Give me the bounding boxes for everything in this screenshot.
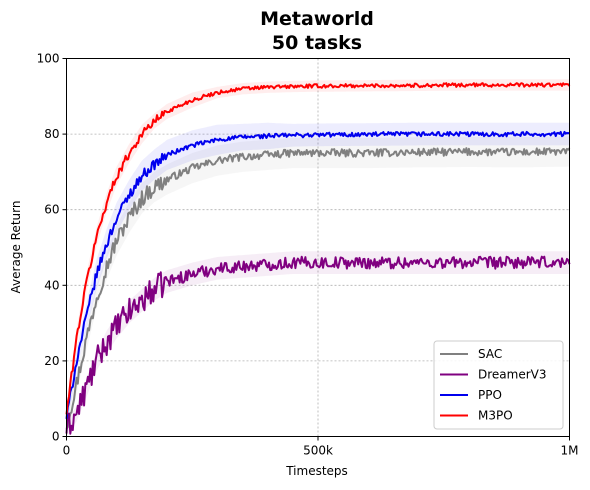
series-line-dreamerv3 [65, 255, 571, 435]
series-line-m3po [65, 82, 571, 415]
y-tick-label: 0 [52, 430, 60, 444]
x-tick-label: 500k [303, 444, 333, 458]
legend-box [433, 340, 564, 430]
y-axis-label: Average Return [9, 201, 23, 294]
legend-label: PPO [478, 388, 502, 402]
gridlines [66, 58, 570, 437]
y-tick-label: 60 [44, 203, 59, 217]
x-tick-label: 1M [561, 444, 579, 458]
y-tick-label: 20 [44, 354, 59, 368]
series-line-sac [65, 147, 571, 430]
y-tick-label: 80 [44, 127, 59, 141]
axis-ticks: 0 20 40 60 80 100 0 500k 1M [37, 52, 579, 458]
y-tick-label: 40 [44, 278, 59, 292]
chart-title-line2: 50 tasks [272, 32, 362, 54]
x-tick-label: 0 [63, 444, 71, 458]
confidence-bands [66, 79, 570, 437]
y-tick-label: 100 [37, 52, 60, 66]
x-axis-label: Timesteps [285, 464, 348, 478]
legend-label: SAC [478, 347, 502, 361]
legend-label: DreamerV3 [478, 368, 547, 382]
chart-title-line1: Metaworld [260, 8, 374, 30]
series-line-ppo [65, 130, 570, 419]
band-dreamerv3 [66, 251, 570, 437]
legend-label: M3PO [478, 409, 513, 423]
band-sac [66, 136, 570, 435]
series-lines [65, 82, 571, 435]
legend: SAC DreamerV3 PPO M3PO [433, 340, 564, 430]
